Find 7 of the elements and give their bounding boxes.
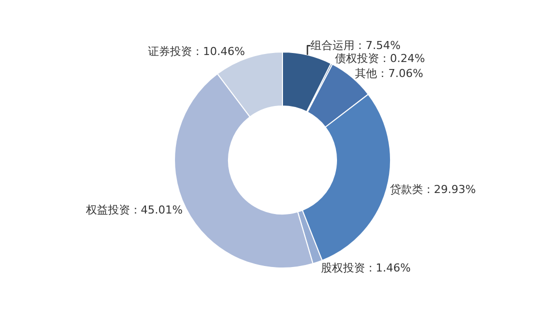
slice-label: 贷款类：29.93% <box>390 182 476 196</box>
slice-label: 权益投资：45.01% <box>84 203 183 216</box>
slice-label: 债权投资：0.24% <box>334 52 425 66</box>
slice-label: 其他：7.06% <box>355 67 424 80</box>
slice-label: 证券投资：10.46% <box>148 45 245 58</box>
slice-label: 组合运用：7.54% <box>310 39 401 52</box>
slice-label: 股权投资：1.46% <box>320 261 411 274</box>
